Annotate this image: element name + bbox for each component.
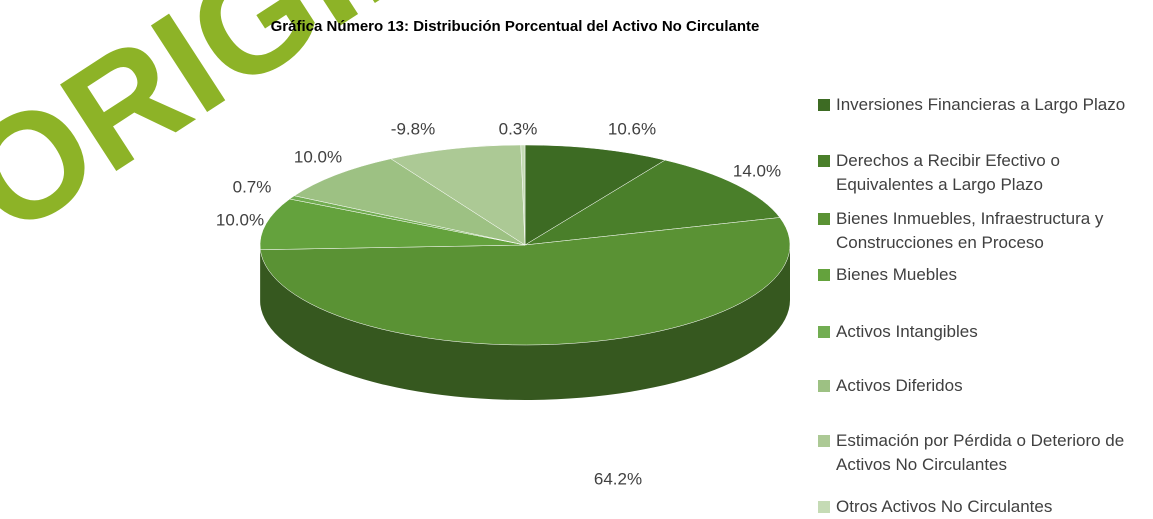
chart-title: Gráfica Número 13: Distribución Porcentu… (271, 18, 760, 35)
legend-item: Estimación por Pérdida o Deterioro de Ac… (818, 429, 1148, 477)
legend-swatch (818, 380, 830, 392)
legend-item: Otros Activos No Circulantes (818, 495, 1148, 519)
legend-label: Otros Activos No Circulantes (836, 495, 1148, 519)
legend-swatch (818, 435, 830, 447)
legend-label: Activos Diferidos (836, 374, 1148, 398)
legend-item: Activos Diferidos (818, 374, 1148, 398)
legend-label: Bienes Inmuebles, Infraestructura y Cons… (836, 207, 1148, 255)
data-label: 0.3% (499, 119, 538, 138)
legend-label: Bienes Muebles (836, 263, 1148, 287)
legend-swatch (818, 99, 830, 111)
legend-swatch (818, 213, 830, 225)
legend-label: Derechos a Recibir Efectivo o Equivalent… (836, 149, 1148, 197)
data-label: 10.6% (608, 119, 656, 138)
legend-item: Inversiones Financieras a Largo Plazo (818, 93, 1148, 117)
legend-swatch (818, 155, 830, 167)
legend-label: Activos Intangibles (836, 320, 1148, 344)
data-label: -9.8% (391, 119, 435, 138)
legend-item: Derechos a Recibir Efectivo o Equivalent… (818, 149, 1148, 197)
legend-label: Inversiones Financieras a Largo Plazo (836, 93, 1148, 117)
data-label: 10.0% (216, 210, 264, 229)
data-label: 10.0% (294, 147, 342, 166)
legend-item: Bienes Muebles (818, 263, 1148, 287)
legend-label: Estimación por Pérdida o Deterioro de Ac… (836, 429, 1148, 477)
legend-item: Bienes Inmuebles, Infraestructura y Cons… (818, 207, 1148, 255)
data-label: 64.2% (594, 469, 642, 488)
data-label: 0.7% (233, 177, 272, 196)
legend-swatch (818, 326, 830, 338)
legend-swatch (818, 501, 830, 513)
legend-item: Activos Intangibles (818, 320, 1148, 344)
data-label: 14.0% (733, 161, 781, 180)
legend-swatch (818, 269, 830, 281)
